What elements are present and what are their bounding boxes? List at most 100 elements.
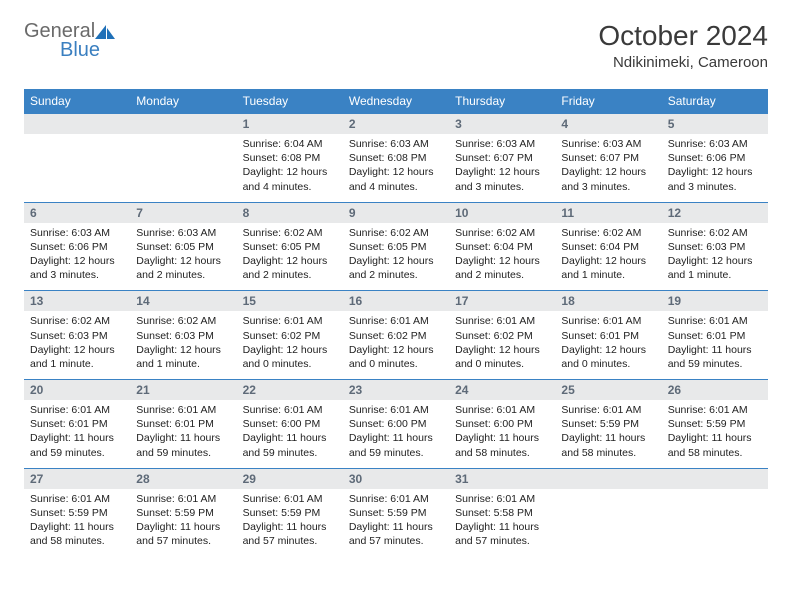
day-info: Sunrise: 6:03 AMSunset: 6:07 PMDaylight:… [555, 134, 661, 202]
weekday-header: Friday [555, 89, 661, 114]
day-number: 25 [555, 380, 661, 400]
day-cell: 24Sunrise: 6:01 AMSunset: 6:00 PMDayligh… [449, 380, 555, 469]
day-cell: 7Sunrise: 6:03 AMSunset: 6:05 PMDaylight… [130, 202, 236, 291]
day-cell: 30Sunrise: 6:01 AMSunset: 5:59 PMDayligh… [343, 468, 449, 556]
day-number: 28 [130, 469, 236, 489]
weekday-header: Saturday [662, 89, 768, 114]
day-number: 14 [130, 291, 236, 311]
weekday-header-row: SundayMondayTuesdayWednesdayThursdayFrid… [24, 89, 768, 114]
page-header: GeneralBlue October 2024 Ndikinimeki, Ca… [24, 20, 768, 71]
calendar-week-row: 13Sunrise: 6:02 AMSunset: 6:03 PMDayligh… [24, 291, 768, 380]
empty-day-number [130, 114, 236, 134]
empty-day-cell [130, 114, 236, 203]
day-cell: 28Sunrise: 6:01 AMSunset: 5:59 PMDayligh… [130, 468, 236, 556]
day-info: Sunrise: 6:01 AMSunset: 6:01 PMDaylight:… [130, 400, 236, 468]
day-cell: 15Sunrise: 6:01 AMSunset: 6:02 PMDayligh… [237, 291, 343, 380]
day-cell: 8Sunrise: 6:02 AMSunset: 6:05 PMDaylight… [237, 202, 343, 291]
day-cell: 1Sunrise: 6:04 AMSunset: 6:08 PMDaylight… [237, 114, 343, 203]
day-number: 4 [555, 114, 661, 134]
calendar-week-row: 27Sunrise: 6:01 AMSunset: 5:59 PMDayligh… [24, 468, 768, 556]
day-info: Sunrise: 6:01 AMSunset: 6:02 PMDaylight:… [449, 311, 555, 379]
day-cell: 18Sunrise: 6:01 AMSunset: 6:01 PMDayligh… [555, 291, 661, 380]
day-info: Sunrise: 6:03 AMSunset: 6:07 PMDaylight:… [449, 134, 555, 202]
day-number: 13 [24, 291, 130, 311]
day-number: 26 [662, 380, 768, 400]
day-info: Sunrise: 6:04 AMSunset: 6:08 PMDaylight:… [237, 134, 343, 202]
day-number: 1 [237, 114, 343, 134]
day-info: Sunrise: 6:03 AMSunset: 6:06 PMDaylight:… [662, 134, 768, 202]
day-info: Sunrise: 6:01 AMSunset: 6:01 PMDaylight:… [24, 400, 130, 468]
weekday-header: Monday [130, 89, 236, 114]
day-info: Sunrise: 6:02 AMSunset: 6:03 PMDaylight:… [130, 311, 236, 379]
calendar-week-row: 20Sunrise: 6:01 AMSunset: 6:01 PMDayligh… [24, 380, 768, 469]
day-info: Sunrise: 6:01 AMSunset: 5:59 PMDaylight:… [662, 400, 768, 468]
weekday-header: Thursday [449, 89, 555, 114]
day-cell: 5Sunrise: 6:03 AMSunset: 6:06 PMDaylight… [662, 114, 768, 203]
day-info: Sunrise: 6:01 AMSunset: 6:00 PMDaylight:… [343, 400, 449, 468]
day-info: Sunrise: 6:01 AMSunset: 6:02 PMDaylight:… [237, 311, 343, 379]
logo-sail-icon [95, 25, 117, 41]
day-cell: 13Sunrise: 6:02 AMSunset: 6:03 PMDayligh… [24, 291, 130, 380]
day-info: Sunrise: 6:02 AMSunset: 6:03 PMDaylight:… [662, 223, 768, 291]
day-number: 31 [449, 469, 555, 489]
calendar-table: SundayMondayTuesdayWednesdayThursdayFrid… [24, 89, 768, 556]
day-info: Sunrise: 6:03 AMSunset: 6:08 PMDaylight:… [343, 134, 449, 202]
day-info: Sunrise: 6:02 AMSunset: 6:04 PMDaylight:… [449, 223, 555, 291]
day-info: Sunrise: 6:01 AMSunset: 6:00 PMDaylight:… [449, 400, 555, 468]
day-number: 7 [130, 203, 236, 223]
day-info: Sunrise: 6:03 AMSunset: 6:06 PMDaylight:… [24, 223, 130, 291]
day-info: Sunrise: 6:01 AMSunset: 5:59 PMDaylight:… [555, 400, 661, 468]
empty-day-cell [24, 114, 130, 203]
day-number: 21 [130, 380, 236, 400]
day-cell: 10Sunrise: 6:02 AMSunset: 6:04 PMDayligh… [449, 202, 555, 291]
day-cell: 12Sunrise: 6:02 AMSunset: 6:03 PMDayligh… [662, 202, 768, 291]
day-cell: 14Sunrise: 6:02 AMSunset: 6:03 PMDayligh… [130, 291, 236, 380]
empty-day-number [662, 469, 768, 489]
day-number: 12 [662, 203, 768, 223]
day-number: 19 [662, 291, 768, 311]
day-cell: 23Sunrise: 6:01 AMSunset: 6:00 PMDayligh… [343, 380, 449, 469]
day-info: Sunrise: 6:01 AMSunset: 5:59 PMDaylight:… [24, 489, 130, 557]
day-number: 9 [343, 203, 449, 223]
calendar-body: 1Sunrise: 6:04 AMSunset: 6:08 PMDaylight… [24, 114, 768, 557]
day-number: 5 [662, 114, 768, 134]
empty-day-number [24, 114, 130, 134]
weekday-header: Wednesday [343, 89, 449, 114]
day-cell: 4Sunrise: 6:03 AMSunset: 6:07 PMDaylight… [555, 114, 661, 203]
month-title: October 2024 [598, 20, 768, 52]
day-cell: 9Sunrise: 6:02 AMSunset: 6:05 PMDaylight… [343, 202, 449, 291]
day-cell: 3Sunrise: 6:03 AMSunset: 6:07 PMDaylight… [449, 114, 555, 203]
day-number: 15 [237, 291, 343, 311]
day-number: 3 [449, 114, 555, 134]
day-info: Sunrise: 6:03 AMSunset: 6:05 PMDaylight:… [130, 223, 236, 291]
day-number: 16 [343, 291, 449, 311]
day-info: Sunrise: 6:01 AMSunset: 5:59 PMDaylight:… [237, 489, 343, 557]
day-number: 18 [555, 291, 661, 311]
day-info: Sunrise: 6:01 AMSunset: 5:58 PMDaylight:… [449, 489, 555, 557]
day-cell: 26Sunrise: 6:01 AMSunset: 5:59 PMDayligh… [662, 380, 768, 469]
day-info: Sunrise: 6:02 AMSunset: 6:04 PMDaylight:… [555, 223, 661, 291]
day-cell: 16Sunrise: 6:01 AMSunset: 6:02 PMDayligh… [343, 291, 449, 380]
day-cell: 31Sunrise: 6:01 AMSunset: 5:58 PMDayligh… [449, 468, 555, 556]
calendar-week-row: 6Sunrise: 6:03 AMSunset: 6:06 PMDaylight… [24, 202, 768, 291]
calendar-week-row: 1Sunrise: 6:04 AMSunset: 6:08 PMDaylight… [24, 114, 768, 203]
day-number: 24 [449, 380, 555, 400]
day-number: 23 [343, 380, 449, 400]
day-cell: 25Sunrise: 6:01 AMSunset: 5:59 PMDayligh… [555, 380, 661, 469]
empty-day-cell [555, 468, 661, 556]
day-cell: 20Sunrise: 6:01 AMSunset: 6:01 PMDayligh… [24, 380, 130, 469]
day-info: Sunrise: 6:01 AMSunset: 6:02 PMDaylight:… [343, 311, 449, 379]
day-number: 2 [343, 114, 449, 134]
day-info: Sunrise: 6:02 AMSunset: 6:03 PMDaylight:… [24, 311, 130, 379]
day-cell: 29Sunrise: 6:01 AMSunset: 5:59 PMDayligh… [237, 468, 343, 556]
day-cell: 11Sunrise: 6:02 AMSunset: 6:04 PMDayligh… [555, 202, 661, 291]
empty-day-number [555, 469, 661, 489]
day-number: 10 [449, 203, 555, 223]
day-info: Sunrise: 6:02 AMSunset: 6:05 PMDaylight:… [343, 223, 449, 291]
day-cell: 27Sunrise: 6:01 AMSunset: 5:59 PMDayligh… [24, 468, 130, 556]
day-cell: 6Sunrise: 6:03 AMSunset: 6:06 PMDaylight… [24, 202, 130, 291]
day-number: 27 [24, 469, 130, 489]
title-block: October 2024 Ndikinimeki, Cameroon [598, 20, 768, 71]
day-cell: 21Sunrise: 6:01 AMSunset: 6:01 PMDayligh… [130, 380, 236, 469]
location-label: Ndikinimeki, Cameroon [598, 54, 768, 71]
